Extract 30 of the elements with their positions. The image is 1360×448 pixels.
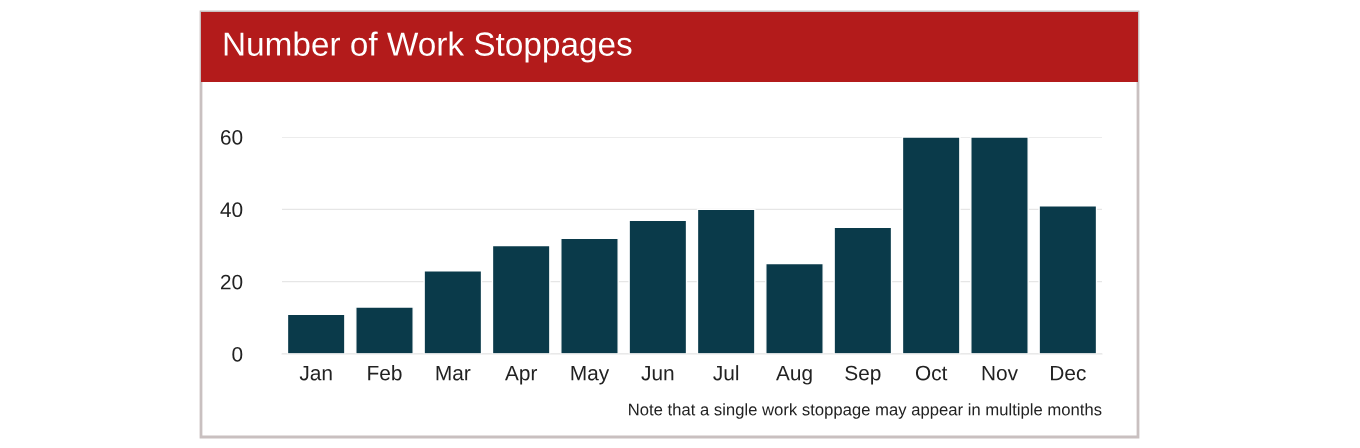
x-tick-label: Jun bbox=[641, 365, 674, 381]
y-tick-label: 0 bbox=[232, 347, 243, 362]
x-tick-label: May bbox=[571, 365, 610, 385]
bar bbox=[696, 208, 756, 354]
bar bbox=[423, 270, 483, 354]
bar bbox=[628, 219, 688, 354]
bar bbox=[286, 313, 346, 354]
y-tick-label: 40 bbox=[220, 202, 243, 218]
x-tick-label: Jan bbox=[299, 365, 332, 381]
bar bbox=[833, 226, 893, 354]
bar bbox=[491, 244, 551, 354]
x-tick-label: Dec bbox=[1051, 365, 1086, 381]
bar bbox=[1038, 205, 1098, 354]
x-tick-label: Apr bbox=[505, 365, 538, 385]
y-tick-label: 60 bbox=[221, 130, 243, 145]
x-tick-label: Jul bbox=[713, 365, 739, 381]
x-tick-label: Aug bbox=[776, 365, 812, 385]
x-tick-label: Nov bbox=[982, 365, 1018, 381]
text: Note that a single work stoppage may appear in multiple months bbox=[629, 403, 1102, 419]
y-tick-label: 20 bbox=[220, 274, 243, 290]
x-tick-label: Mar bbox=[436, 365, 471, 381]
x-tick-label: Feb bbox=[368, 365, 402, 381]
bar bbox=[901, 137, 961, 354]
bar bbox=[765, 262, 824, 354]
chart-title: Number of Work Stoppages bbox=[224, 31, 632, 63]
x-tick-label: Sep bbox=[845, 365, 881, 385]
bar bbox=[560, 237, 619, 354]
bar bbox=[355, 306, 414, 354]
x-tick-label: Oct bbox=[915, 365, 948, 381]
bar bbox=[970, 137, 1029, 354]
